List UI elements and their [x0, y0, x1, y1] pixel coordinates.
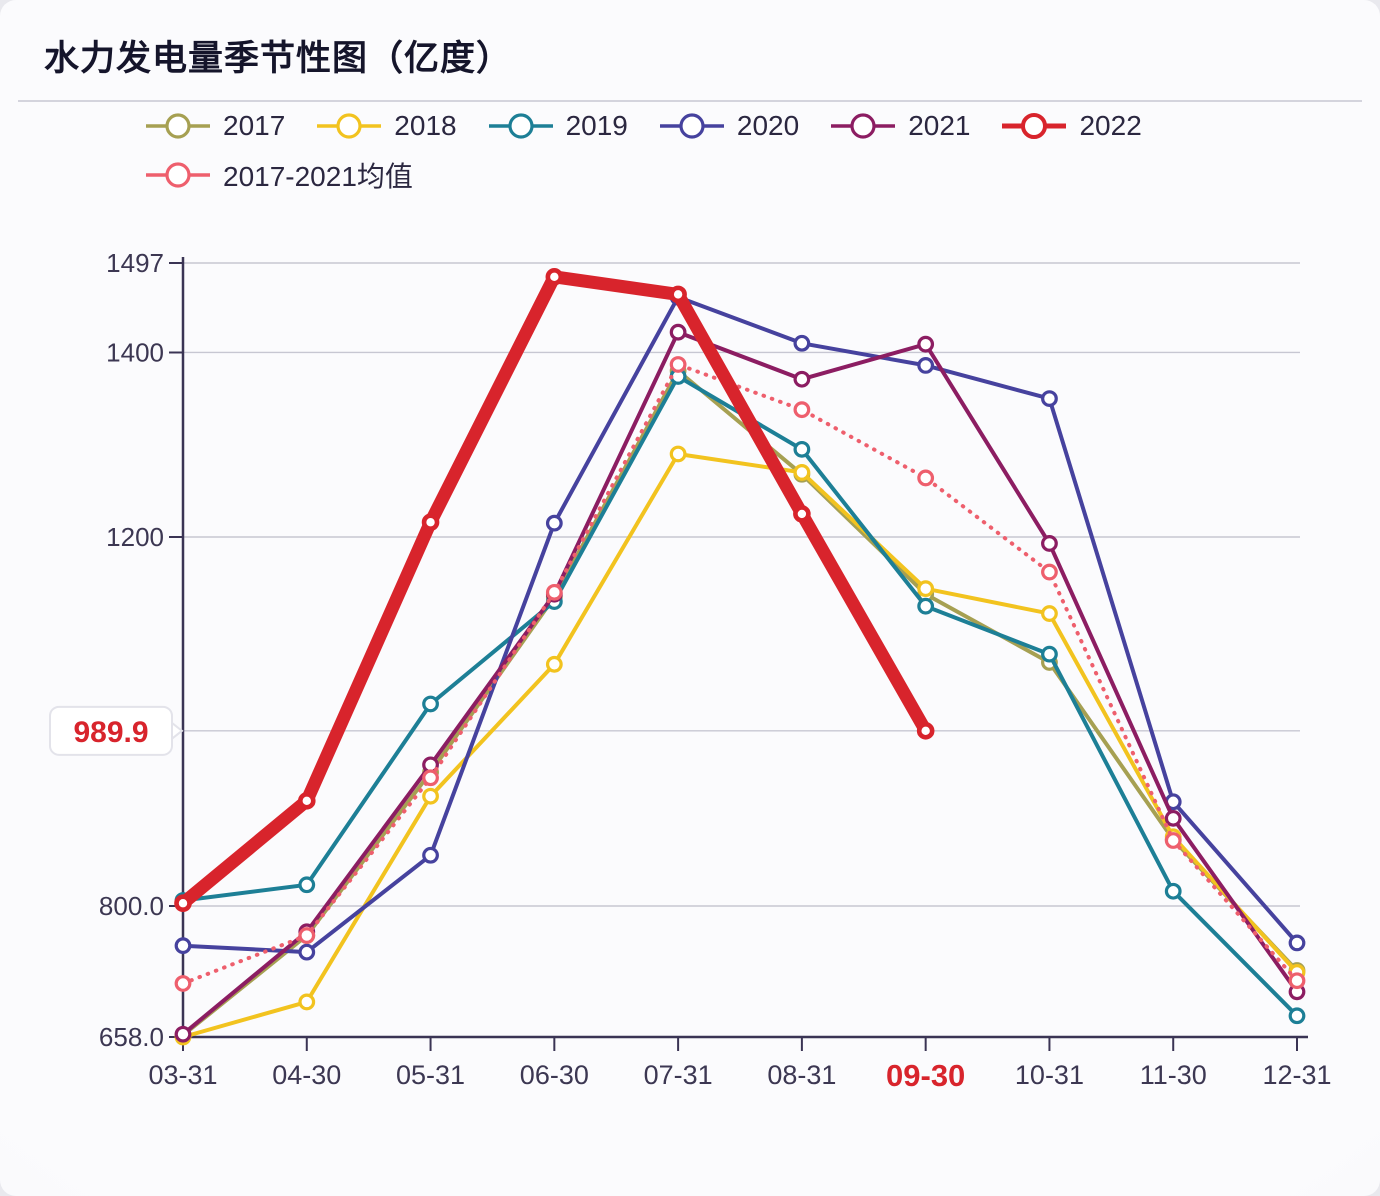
data-point-2022-08-31[interactable] — [793, 505, 811, 523]
data-point-2020-10-31[interactable] — [1041, 390, 1058, 408]
data-point-2019-12-31[interactable] — [1288, 1007, 1306, 1025]
data-point-2022-04-30[interactable] — [297, 792, 316, 810]
data-point-avg-2017-2021-08-31[interactable] — [793, 401, 811, 419]
data-point-2021-07-31[interactable] — [669, 323, 687, 341]
x-axis-label-05-31: 05-31 — [396, 1060, 465, 1090]
y-axis-label-658.0: 658.0 — [99, 1022, 164, 1052]
y-axis-label-1497: 1497 — [106, 248, 164, 278]
data-point-2020-06-30[interactable] — [545, 514, 563, 532]
legend-item-2017[interactable]: 2017 — [146, 110, 285, 142]
data-point-2018-08-31[interactable] — [793, 464, 811, 481]
data-point-2021-11-30[interactable] — [1164, 809, 1182, 827]
legend-item-2019[interactable]: 2019 — [488, 110, 628, 142]
legend-item-2018[interactable]: 2018 — [317, 110, 457, 142]
data-point-2022-07-31[interactable] — [669, 285, 687, 304]
legend-item-2022[interactable]: 2022 — [1002, 110, 1142, 142]
series-line-2018 — [181, 452, 1299, 1039]
series-line-2017 — [181, 368, 1299, 1038]
legend-item-2021[interactable]: 2021 — [831, 110, 970, 142]
legend-marker-icon-2018 — [317, 113, 382, 139]
legend-marker-icon-2019 — [488, 113, 553, 139]
legend-marker-icon-2022 — [1002, 113, 1067, 139]
data-point-2021-08-31[interactable] — [793, 370, 811, 388]
data-point-2022-03-31[interactable] — [174, 894, 192, 913]
x-axis-label-12-31: 12-31 — [1262, 1060, 1331, 1090]
x-axis-label-11-30: 11-30 — [1140, 1060, 1207, 1090]
data-point-2019-05-31[interactable] — [422, 695, 439, 713]
data-point-avg-2017-2021-10-31[interactable] — [1041, 563, 1058, 581]
legend-label-2021: 2021 — [908, 110, 971, 141]
legend-marker-icon-2017 — [146, 113, 210, 139]
x-axis-label-03-31: 03-31 — [148, 1060, 217, 1090]
data-point-avg-2017-2021-05-31[interactable] — [422, 769, 439, 787]
series-line-avg-2017-2021 — [181, 362, 1299, 986]
legend: 2017 2018 2019 2020 2021 2022 2017-2021均值 — [146, 110, 1174, 195]
legend-label-2018: 2018 — [394, 110, 457, 141]
data-point-avg-2017-2021-12-31[interactable] — [1288, 972, 1306, 990]
data-point-avg-2017-2021-03-31[interactable] — [174, 975, 192, 992]
data-point-2019-04-30[interactable] — [298, 876, 316, 894]
data-point-avg-2017-2021-06-30[interactable] — [545, 583, 563, 601]
legend-label-2019: 2019 — [565, 110, 628, 141]
legend-label-2022: 2022 — [1079, 110, 1142, 141]
x-axis-label-06-30: 06-30 — [520, 1060, 589, 1090]
data-point-2020-05-31[interactable] — [422, 846, 439, 864]
x-axis-label-08-31: 08-31 — [767, 1060, 836, 1090]
data-point-2022-06-30[interactable] — [545, 268, 564, 286]
legend-label-avg-2017-2021: 2017-2021均值 — [223, 161, 413, 192]
legend-label-2017: 2017 — [223, 110, 286, 141]
data-point-avg-2017-2021-09-30[interactable] — [917, 469, 935, 487]
data-point-2021-10-31[interactable] — [1041, 535, 1058, 552]
badge-box — [49, 705, 173, 756]
data-point-2018-04-30[interactable] — [298, 993, 316, 1011]
data-point-2020-12-31[interactable] — [1288, 934, 1306, 952]
legend-item-avg-2017-2021[interactable]: 2017-2021均值 — [146, 155, 413, 195]
legend-marker-icon-avg-2017-2021 — [146, 162, 210, 188]
legend-label-2020: 2020 — [736, 110, 800, 141]
legend-marker-icon-2021 — [831, 113, 896, 139]
data-point-2018-06-30[interactable] — [545, 655, 563, 673]
legend-row-1: 2017 2018 2019 2020 2021 2022 — [146, 110, 1174, 142]
data-point-2022-09-30[interactable] — [916, 722, 935, 740]
data-point-2018-10-31[interactable] — [1041, 605, 1058, 622]
data-point-2019-08-31[interactable] — [793, 440, 811, 458]
x-axis-label-04-30: 04-30 — [272, 1060, 341, 1090]
data-point-2021-09-30[interactable] — [917, 335, 935, 353]
data-point-avg-2017-2021-04-30[interactable] — [298, 927, 316, 944]
x-axis-label-09-30: 09-30 — [886, 1058, 965, 1093]
data-point-2020-03-31[interactable] — [174, 937, 192, 955]
x-axis-label-07-31: 07-31 — [644, 1060, 713, 1090]
badge-value: 989.9 — [73, 716, 148, 749]
legend-row-2: 2017-2021均值 — [146, 155, 1174, 195]
data-point-2019-10-31[interactable] — [1041, 645, 1058, 663]
x-axis-label-10-31: 10-31 — [1015, 1060, 1084, 1090]
data-point-2020-04-30[interactable] — [298, 943, 316, 961]
data-point-avg-2017-2021-11-30[interactable] — [1164, 832, 1182, 849]
legend-marker-icon-2020 — [659, 113, 724, 139]
y-axis-label-1400: 1400 — [106, 337, 164, 367]
y-axis-label-800.0: 800.0 — [99, 891, 164, 921]
chart-title: 水力发电量季节性图（亿度） — [44, 39, 513, 78]
data-point-2018-09-30[interactable] — [917, 580, 935, 598]
current-value-badge: 989.9 — [49, 705, 184, 756]
title-divider — [18, 100, 1362, 102]
series-line-2020 — [181, 295, 1299, 955]
y-axis-label-1200: 1200 — [106, 522, 164, 552]
data-point-2020-08-31[interactable] — [793, 334, 811, 352]
data-point-2019-11-30[interactable] — [1164, 882, 1182, 900]
legend-item-2020[interactable]: 2020 — [659, 110, 800, 142]
data-point-2021-03-31[interactable] — [174, 1025, 192, 1043]
data-point-2018-07-31[interactable] — [669, 445, 687, 463]
data-point-2022-05-31[interactable] — [421, 513, 440, 532]
data-point-avg-2017-2021-07-31[interactable] — [669, 356, 687, 373]
data-point-2018-05-31[interactable] — [422, 787, 439, 805]
data-point-2019-09-30[interactable] — [917, 597, 935, 615]
data-point-2020-09-30[interactable] — [917, 357, 935, 374]
series-line-2021 — [181, 330, 1299, 1037]
